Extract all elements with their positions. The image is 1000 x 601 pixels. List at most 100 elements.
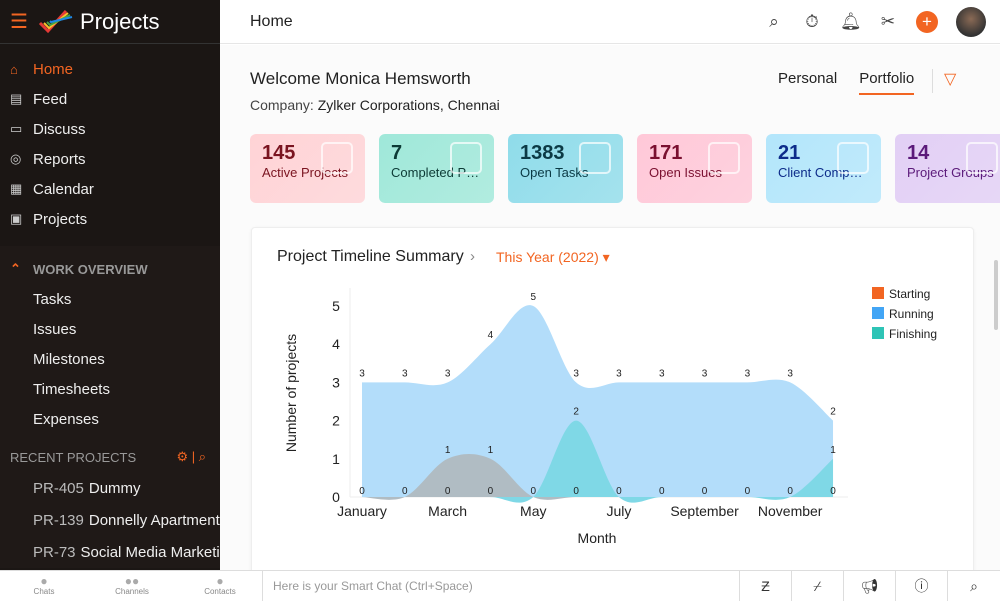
stat-card[interactable]: 1383 Open Tasks	[508, 134, 623, 203]
y-tick-label: 4	[332, 336, 340, 352]
data-label: 0	[573, 486, 579, 497]
project-name: Dummy	[88, 479, 141, 497]
sidebar: ☰ Projects ⌂ Home ▤ Feed ▭ Discuss ◎ Reports…	[0, 0, 220, 570]
legend-label: Starting	[889, 287, 930, 301]
recent-projects-header: RECENT PROJECTS ⚙ | ⌕	[10, 449, 206, 465]
sidebar-item-label: Calendar	[33, 180, 94, 198]
sidebar-item-expenses[interactable]: Expenses	[33, 410, 99, 428]
sidebar-item-tasks[interactable]: Tasks	[33, 290, 72, 308]
data-label: 0	[616, 486, 622, 497]
tools-icon[interactable]: ✂	[880, 11, 896, 31]
card-icon	[321, 142, 353, 174]
calendar-icon: ▦	[10, 181, 23, 196]
stat-card[interactable]: 171 Open Issues	[637, 134, 752, 203]
company-name: Zylker Corporations, Chennai	[317, 97, 500, 113]
timer-icon[interactable]: ⏱	[805, 11, 819, 31]
briefcase-icon: ▣	[10, 211, 23, 226]
data-label: 3	[359, 368, 365, 379]
caret-down-icon: ▾	[602, 249, 610, 265]
sidebar-item-home[interactable]: ⌂ Home	[0, 54, 220, 84]
plug-off-icon[interactable]: ⌿	[792, 570, 844, 601]
stat-value: 7	[391, 142, 403, 164]
data-label: 4	[488, 330, 494, 341]
stat-card[interactable]: 145 Active Projects	[250, 134, 365, 203]
stat-card[interactable]: 14 Project Groups	[895, 134, 1000, 203]
period-dropdown[interactable]: This Year (2022) ▾	[496, 249, 610, 266]
contacts-label: Contacts	[204, 587, 236, 596]
x-tick-label: November	[758, 503, 823, 519]
project-code: PR-139	[33, 511, 84, 529]
contacts-button[interactable]: ● Contacts	[176, 575, 264, 596]
zia-icon[interactable]: Ƶ	[740, 570, 792, 601]
chevron-up-icon: ⌃	[10, 261, 21, 276]
bell-icon[interactable]: 🔔︎	[840, 11, 862, 31]
sidebar-item-projects[interactable]: ▣ Projects	[0, 204, 220, 234]
search-icon[interactable]: ⌕	[198, 449, 206, 464]
x-axis-title: Month	[578, 530, 617, 546]
data-label: 0	[359, 486, 365, 497]
tab-portfolio[interactable]: Portfolio	[859, 70, 915, 95]
data-label: 0	[445, 486, 451, 497]
card-icon	[966, 142, 998, 174]
sidebar-item-feed[interactable]: ▤ Feed	[0, 84, 220, 114]
sidebar-item-calendar[interactable]: ▦ Calendar	[0, 174, 220, 204]
project-code: PR-73	[33, 543, 76, 561]
data-label: 2	[573, 407, 579, 418]
app-name: Projects	[80, 8, 160, 34]
stat-value: 145	[262, 142, 296, 164]
filter-icon[interactable]: ▽	[944, 71, 957, 88]
smart-chat-input[interactable]: Here is your Smart Chat (Ctrl+Space)	[262, 570, 740, 601]
chat-icon: ●	[40, 574, 48, 588]
add-icon[interactable]: +	[916, 10, 938, 33]
data-label: 0	[702, 486, 708, 497]
data-label: 1	[488, 445, 494, 456]
feed-icon: ▤	[10, 91, 23, 106]
project-name: Donnelly Apartments	[88, 511, 220, 529]
recent-project-item[interactable]: PR-139 Donnelly Apartments	[0, 504, 220, 536]
data-label: 0	[659, 486, 665, 497]
data-label: 0	[830, 486, 836, 497]
company-label: Company:	[250, 97, 314, 113]
data-label: 0	[787, 486, 793, 497]
card-icon	[579, 142, 611, 174]
channels-button[interactable]: ●● Channels	[88, 575, 176, 596]
search-zoom-icon[interactable]: ⌕	[970, 577, 978, 594]
recent-project-item[interactable]: PR-405 Dummy	[0, 472, 220, 504]
scrollbar[interactable]	[994, 260, 998, 330]
y-tick-label: 2	[332, 413, 340, 429]
sidebar-item-reports[interactable]: ◎ Reports	[0, 144, 220, 174]
filter-settings-icon[interactable]: ⚙	[176, 449, 189, 464]
company-info: Company: Zylker Corporations, Chennai	[250, 97, 500, 113]
card-icon	[708, 142, 740, 174]
data-label: 3	[573, 368, 579, 379]
area-chart: 0 1 2 3 4 5 January March May July September Novemb…	[283, 287, 937, 546]
sidebar-item-discuss[interactable]: ▭ Discuss	[0, 114, 220, 144]
help-icon[interactable]: ⓘ	[896, 570, 948, 601]
avatar[interactable]	[956, 6, 986, 37]
data-label: 2	[830, 407, 836, 418]
sidebar-item-issues[interactable]: Issues	[33, 320, 77, 338]
section-title: RECENT PROJECTS	[10, 449, 137, 465]
sidebar-item-label: Feed	[33, 90, 68, 108]
stat-value: 171	[649, 142, 683, 164]
work-overview-toggle[interactable]: ⌃ WORK OVERVIEW	[0, 254, 220, 284]
card-icon	[450, 142, 482, 174]
announcement-icon[interactable]: 📢︎	[844, 570, 896, 601]
chevron-right-icon: ›	[470, 248, 475, 265]
search-icon[interactable]: ⌕	[769, 11, 779, 31]
data-label: 3	[787, 368, 793, 379]
main-content: Welcome Monica Hemsworth Company: Zylker…	[220, 45, 1000, 587]
sidebar-item-milestones[interactable]: Milestones	[33, 350, 105, 368]
tab-personal[interactable]: Personal	[778, 70, 838, 87]
data-label: 0	[530, 486, 536, 497]
sidebar-item-label: Projects	[33, 210, 88, 228]
card-icon	[837, 142, 869, 174]
menu-icon[interactable]: ☰	[10, 11, 28, 33]
data-label: 3	[445, 368, 451, 379]
data-label: 3	[402, 368, 408, 379]
sidebar-item-timesheets[interactable]: Timesheets	[33, 380, 110, 398]
chats-button[interactable]: ● Chats	[0, 575, 88, 596]
